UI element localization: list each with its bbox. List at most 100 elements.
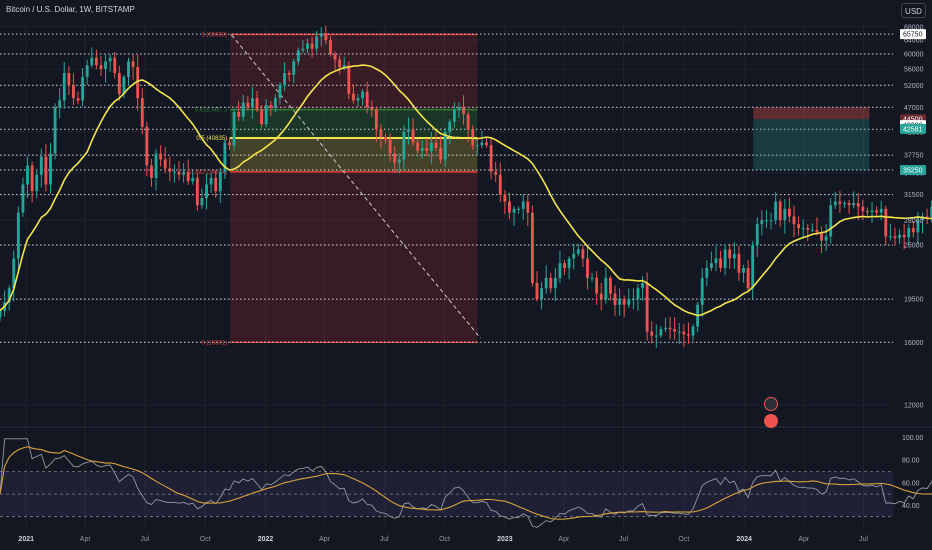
rsi-tick-label: 60.00 [902, 480, 920, 487]
candle-body [191, 177, 195, 182]
candle-body [475, 145, 479, 147]
candle-body [150, 165, 153, 178]
fib-retracement[interactable]: 1 (65668) 0.618 (46...) 0.5 (40835) 0.382 (… [190, 32, 481, 346]
candle-body [728, 249, 732, 259]
candle-series[interactable] [0, 25, 932, 348]
candle-body [35, 174, 39, 192]
candle-body [810, 229, 814, 231]
candle-body [884, 208, 888, 237]
candle-body [443, 131, 447, 160]
fib-level-label: 0.382 (34974) [190, 170, 227, 176]
candle-body [315, 36, 319, 49]
time-tick-label: Apr [558, 536, 570, 543]
candle-body [145, 126, 149, 166]
candle-body [549, 277, 553, 289]
candle-body [264, 104, 268, 125]
candle-body [319, 33, 323, 37]
fib-level-label: 0.5 (40835) [196, 136, 227, 142]
candle-body [902, 234, 906, 238]
candle-body [888, 236, 892, 238]
candle-body [76, 98, 80, 101]
candle-body [94, 57, 98, 66]
candle-body [99, 65, 103, 70]
candle-body [714, 258, 718, 264]
candle-body [815, 229, 819, 233]
candle-body [530, 212, 534, 283]
candle-body [209, 177, 213, 185]
candle-body [241, 102, 245, 117]
candle-body [544, 277, 548, 289]
candle-body [608, 277, 612, 294]
price-tick-label: 47000 [904, 105, 924, 112]
candle-body [186, 171, 190, 182]
candle-body [416, 142, 420, 151]
candle-body [852, 203, 856, 206]
currency-button[interactable]: USD [901, 3, 926, 18]
candle-body [517, 208, 521, 210]
candle-body [122, 77, 126, 94]
time-tick-label: Jul [859, 536, 868, 543]
rsi-line [0, 438, 932, 528]
candle-body [485, 142, 488, 146]
candle-body [838, 201, 842, 204]
candle-body [856, 203, 860, 207]
candle-body [480, 142, 484, 146]
candle-body [787, 208, 791, 217]
candle-body [586, 258, 589, 278]
candle-body [576, 249, 580, 254]
candle-body [866, 211, 869, 213]
time-axis[interactable]: 2021 Apr Jul Oct 2022 Apr Jul Oct 2023 Apr Jul Oct 2… [18, 536, 868, 543]
fib-level-label: 0.618 (46...) [195, 108, 227, 114]
time-tick-label: 2022 [258, 536, 274, 543]
candle-body [631, 299, 635, 301]
time-tick-label: Apr [319, 536, 331, 543]
candle-body [306, 43, 309, 49]
candle-body [916, 220, 920, 233]
candle-body [595, 277, 599, 294]
price-tick-label: 68000 [904, 24, 924, 31]
candle-body [691, 326, 695, 336]
candle-body [0, 310, 2, 318]
time-tick-label: Apr [798, 536, 810, 543]
candle-body [136, 67, 140, 99]
candle-body [921, 216, 924, 221]
candle-body [228, 142, 231, 146]
price-tick-label: 12000 [904, 403, 924, 410]
candle-body [521, 201, 525, 209]
time-tick-label: Apr [80, 536, 92, 543]
candle-body [627, 299, 631, 305]
alert-icon[interactable] [764, 397, 778, 411]
candle-body [535, 282, 539, 300]
candle-body [44, 156, 48, 185]
candle-body [62, 73, 66, 101]
short-position-tool[interactable] [753, 107, 870, 171]
candle-body [182, 171, 186, 175]
candle-body [563, 263, 566, 268]
candle-body [324, 33, 328, 40]
candle-body [90, 57, 94, 66]
symbol-title[interactable]: Bitcoin / U.S. Dollar, 1W, BITSTAMP [6, 5, 135, 14]
price-tick-label: 64000 [904, 37, 924, 44]
rsi-pane[interactable] [0, 438, 932, 528]
price-tick-label: 60000 [904, 52, 924, 59]
candle-body [829, 205, 833, 237]
candle-body [806, 228, 810, 230]
candle-body [384, 137, 387, 140]
price-tag-label: 42581 [903, 126, 923, 133]
flag-icon[interactable] [764, 414, 778, 428]
candle-body [682, 331, 686, 335]
horizontal-levels[interactable] [0, 33, 893, 343]
candle-body [269, 104, 273, 108]
candle-body [26, 165, 29, 185]
price-tick-label: 25000 [904, 242, 924, 249]
price-axis[interactable]: 6800064000600005600052000470004200037750… [900, 24, 926, 410]
price-tag [900, 29, 926, 40]
candle-body [471, 129, 475, 146]
candle-body [402, 131, 406, 160]
candle-body [163, 159, 167, 169]
candle-body [177, 171, 181, 175]
candle-body [650, 331, 654, 336]
candle-body [448, 121, 452, 132]
price-tick-label: 37750 [904, 153, 924, 160]
